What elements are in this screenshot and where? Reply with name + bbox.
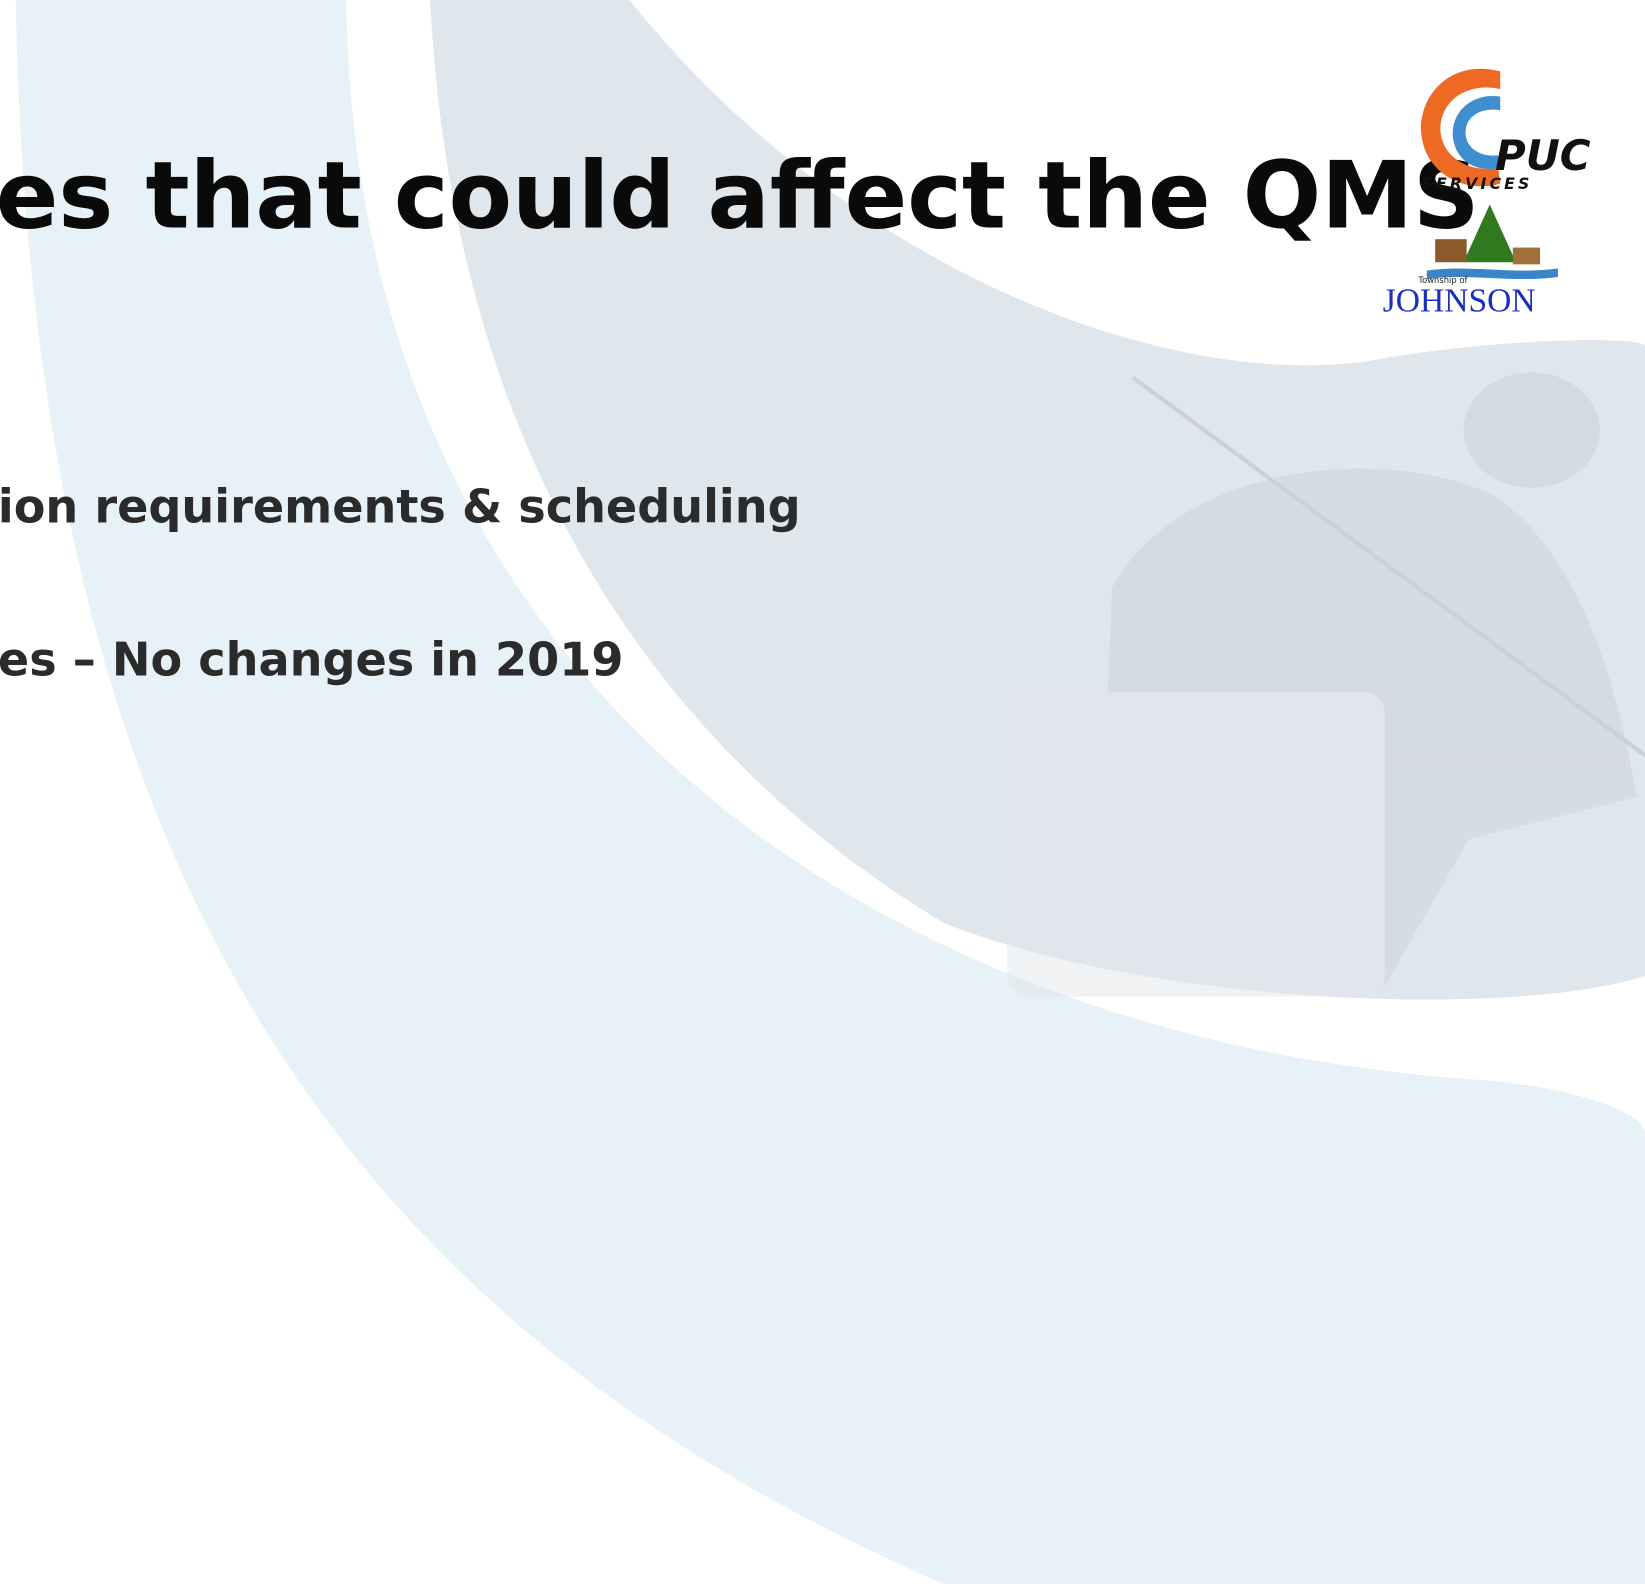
johnson-name: JOHNSON [1383,283,1536,320]
slide: es that could affect the QMS ion require… [0,0,1645,1584]
bullet: ion requirements & scheduling [0,479,801,533]
puc-tagline: SERVICES [1422,174,1533,193]
bullet: es – No changes in 2019 [0,633,623,687]
page: {"slide": { "title": "es that could affe… [0,0,1645,1584]
slide-title: es that could affect the QMS [0,142,1480,250]
puc-name: PUC [1495,131,1591,180]
